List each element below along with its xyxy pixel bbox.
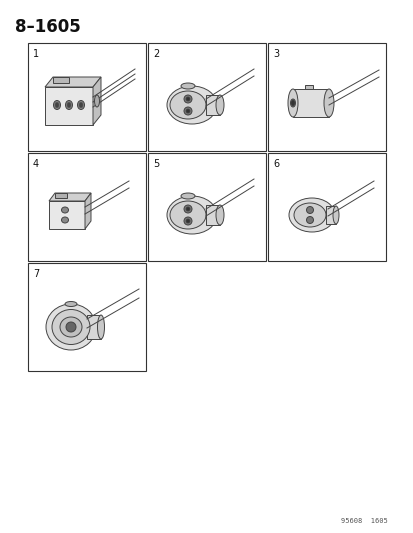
Text: 3: 3 bbox=[272, 49, 278, 59]
Text: 6: 6 bbox=[272, 159, 278, 169]
Polygon shape bbox=[45, 77, 101, 87]
Text: 2: 2 bbox=[153, 49, 159, 59]
Ellipse shape bbox=[306, 206, 313, 214]
Ellipse shape bbox=[65, 101, 72, 109]
Ellipse shape bbox=[62, 207, 68, 213]
Text: 7: 7 bbox=[33, 269, 39, 279]
Ellipse shape bbox=[185, 219, 190, 223]
Ellipse shape bbox=[293, 203, 325, 227]
Bar bbox=[267, 153, 385, 261]
Ellipse shape bbox=[291, 101, 294, 106]
Ellipse shape bbox=[216, 95, 223, 115]
Ellipse shape bbox=[216, 205, 223, 225]
Ellipse shape bbox=[52, 310, 90, 344]
Ellipse shape bbox=[185, 97, 190, 101]
Ellipse shape bbox=[166, 196, 216, 234]
Polygon shape bbox=[49, 193, 91, 201]
Ellipse shape bbox=[67, 102, 71, 108]
Bar bbox=[267, 43, 385, 151]
Text: 5: 5 bbox=[153, 159, 159, 169]
Ellipse shape bbox=[185, 109, 190, 113]
Ellipse shape bbox=[60, 317, 82, 337]
Ellipse shape bbox=[77, 101, 84, 109]
Ellipse shape bbox=[290, 99, 295, 107]
Polygon shape bbox=[87, 315, 101, 339]
Ellipse shape bbox=[65, 302, 77, 306]
Ellipse shape bbox=[166, 86, 216, 124]
Ellipse shape bbox=[185, 207, 190, 211]
Ellipse shape bbox=[183, 95, 192, 103]
Polygon shape bbox=[93, 77, 101, 125]
Ellipse shape bbox=[46, 304, 96, 350]
Ellipse shape bbox=[287, 89, 297, 117]
Ellipse shape bbox=[183, 205, 192, 213]
Polygon shape bbox=[85, 193, 91, 229]
Bar bbox=[147, 153, 266, 261]
Ellipse shape bbox=[323, 89, 333, 117]
Ellipse shape bbox=[180, 193, 195, 199]
Text: 1: 1 bbox=[33, 49, 39, 59]
Ellipse shape bbox=[183, 217, 192, 225]
Ellipse shape bbox=[79, 102, 83, 108]
Bar bbox=[28, 43, 146, 151]
Ellipse shape bbox=[94, 95, 99, 107]
Ellipse shape bbox=[53, 101, 60, 109]
Polygon shape bbox=[45, 87, 93, 125]
Bar bbox=[28, 263, 146, 371]
Polygon shape bbox=[206, 95, 219, 115]
Ellipse shape bbox=[306, 216, 313, 223]
Polygon shape bbox=[49, 201, 85, 229]
Polygon shape bbox=[292, 89, 328, 117]
Text: 4: 4 bbox=[33, 159, 39, 169]
Ellipse shape bbox=[332, 206, 338, 224]
Ellipse shape bbox=[62, 217, 68, 223]
Ellipse shape bbox=[288, 198, 334, 232]
Ellipse shape bbox=[170, 201, 206, 229]
Polygon shape bbox=[53, 77, 69, 83]
Ellipse shape bbox=[183, 107, 192, 115]
Bar bbox=[147, 43, 266, 151]
Ellipse shape bbox=[66, 322, 76, 332]
Ellipse shape bbox=[170, 91, 206, 119]
Polygon shape bbox=[55, 193, 67, 198]
Ellipse shape bbox=[180, 83, 195, 89]
Ellipse shape bbox=[97, 315, 104, 339]
Polygon shape bbox=[206, 205, 219, 225]
Polygon shape bbox=[304, 85, 312, 89]
Bar bbox=[28, 153, 146, 261]
Ellipse shape bbox=[55, 102, 59, 108]
Polygon shape bbox=[325, 206, 335, 224]
Text: 8–1605: 8–1605 bbox=[15, 18, 81, 36]
Text: 95608  1605: 95608 1605 bbox=[340, 518, 387, 524]
